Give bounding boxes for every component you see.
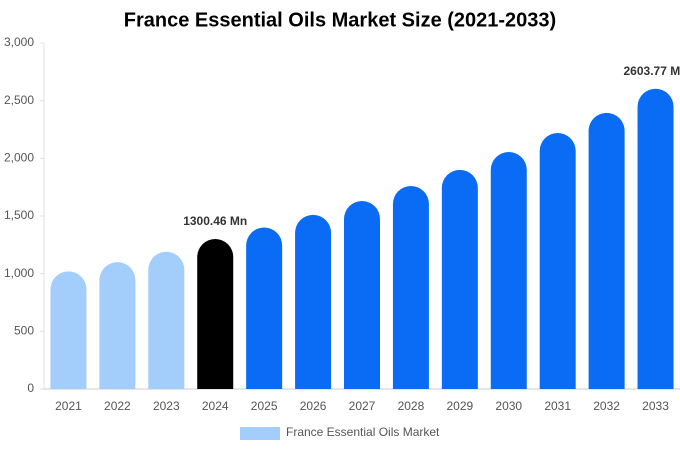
bar — [490, 151, 527, 389]
value-label: 1300.46 Mn — [183, 214, 247, 228]
x-tick-label: 2026 — [300, 399, 327, 413]
y-tick-label: 1,000 — [4, 266, 34, 280]
bar — [197, 239, 234, 389]
x-tick-label: 2021 — [55, 399, 82, 413]
x-tick-label: 2024 — [202, 399, 229, 413]
bar — [50, 271, 87, 389]
bar — [344, 201, 380, 389]
bar — [392, 186, 429, 389]
x-tick-label: 2028 — [398, 399, 425, 413]
chart-title: France Essential Oils Market Size (2021-… — [124, 9, 556, 31]
legend-swatch — [240, 427, 280, 440]
x-tick-label: 2022 — [104, 399, 131, 413]
legend-label: France Essential Oils Market — [286, 425, 440, 439]
y-tick-label: 3,000 — [4, 35, 34, 49]
bar — [588, 112, 625, 389]
x-tick-label: 2025 — [251, 399, 278, 413]
bar — [99, 262, 136, 389]
y-tick-label: 1,500 — [4, 208, 34, 222]
bar — [295, 214, 332, 389]
x-tick-label: 2031 — [544, 399, 571, 413]
x-tick-label: 2023 — [153, 399, 180, 413]
x-tick-label: 2029 — [446, 399, 473, 413]
y-tick-label: 0 — [27, 381, 34, 395]
bar — [637, 88, 674, 390]
value-label: 2603.77 Mn — [624, 64, 680, 78]
y-tick-label: 500 — [14, 324, 34, 338]
x-tick-label: 2027 — [349, 399, 376, 413]
x-tick-label: 2032 — [593, 399, 620, 413]
y-tick-label: 2,000 — [4, 151, 34, 165]
bar — [246, 227, 283, 389]
bar — [148, 251, 185, 389]
y-tick-label: 2,500 — [4, 93, 34, 107]
bar — [441, 169, 478, 389]
x-tick-label: 2030 — [495, 399, 522, 413]
bar — [539, 132, 576, 389]
x-tick-label: 2033 — [642, 399, 669, 413]
